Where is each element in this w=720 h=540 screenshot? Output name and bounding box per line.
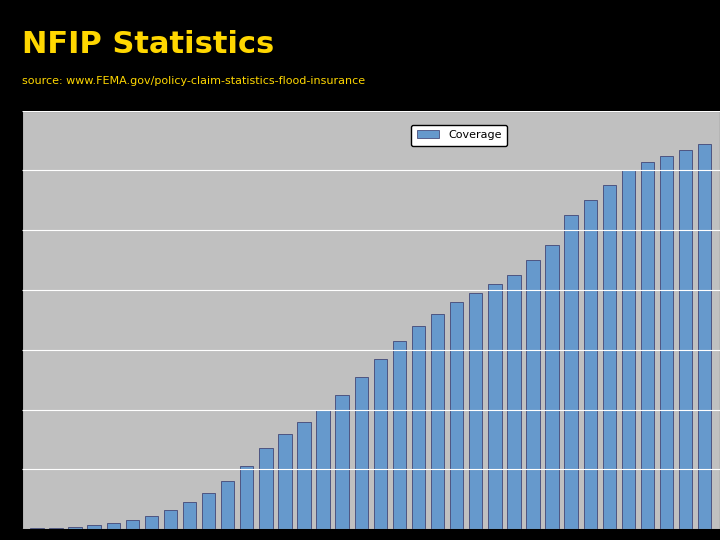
Bar [163,510,177,529]
Legend: Coverage: Coverage [411,125,507,146]
Bar [68,526,81,529]
Bar [202,494,215,529]
Text: NFIP Statistics: NFIP Statistics [22,30,274,59]
Bar [336,395,349,529]
Bar [641,161,654,529]
Bar [412,326,426,529]
Bar [507,275,521,529]
Bar [564,215,578,529]
Bar [297,422,311,529]
Title: Total Coverage by Calendar Year (000): Total Coverage by Calendar Year (000) [206,87,536,103]
Bar [183,502,196,529]
Bar [49,528,63,529]
Bar [584,200,597,529]
Bar [698,144,711,529]
Bar [603,185,616,529]
Bar [107,523,120,529]
Bar [660,156,673,529]
Bar [392,341,406,529]
Bar [240,467,253,529]
Bar [30,528,43,529]
Bar [526,260,540,529]
Bar [622,171,635,529]
Bar [374,359,387,529]
Bar [679,150,693,529]
Bar [221,481,235,529]
Bar [125,520,139,529]
Bar [278,434,292,529]
Bar [431,314,444,529]
Bar [316,410,330,529]
Bar [469,293,482,529]
Bar [546,245,559,529]
Bar [354,377,368,529]
Bar [450,302,464,529]
Bar [87,525,101,529]
Bar [259,449,273,529]
Bar [488,284,502,529]
Bar [145,516,158,529]
Text: source: www.FEMA.gov/policy-claim-statistics-flood-insurance: source: www.FEMA.gov/policy-claim-statis… [22,76,365,86]
